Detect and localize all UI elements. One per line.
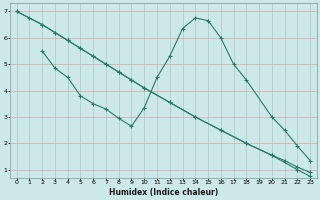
X-axis label: Humidex (Indice chaleur): Humidex (Indice chaleur) (109, 188, 218, 197)
